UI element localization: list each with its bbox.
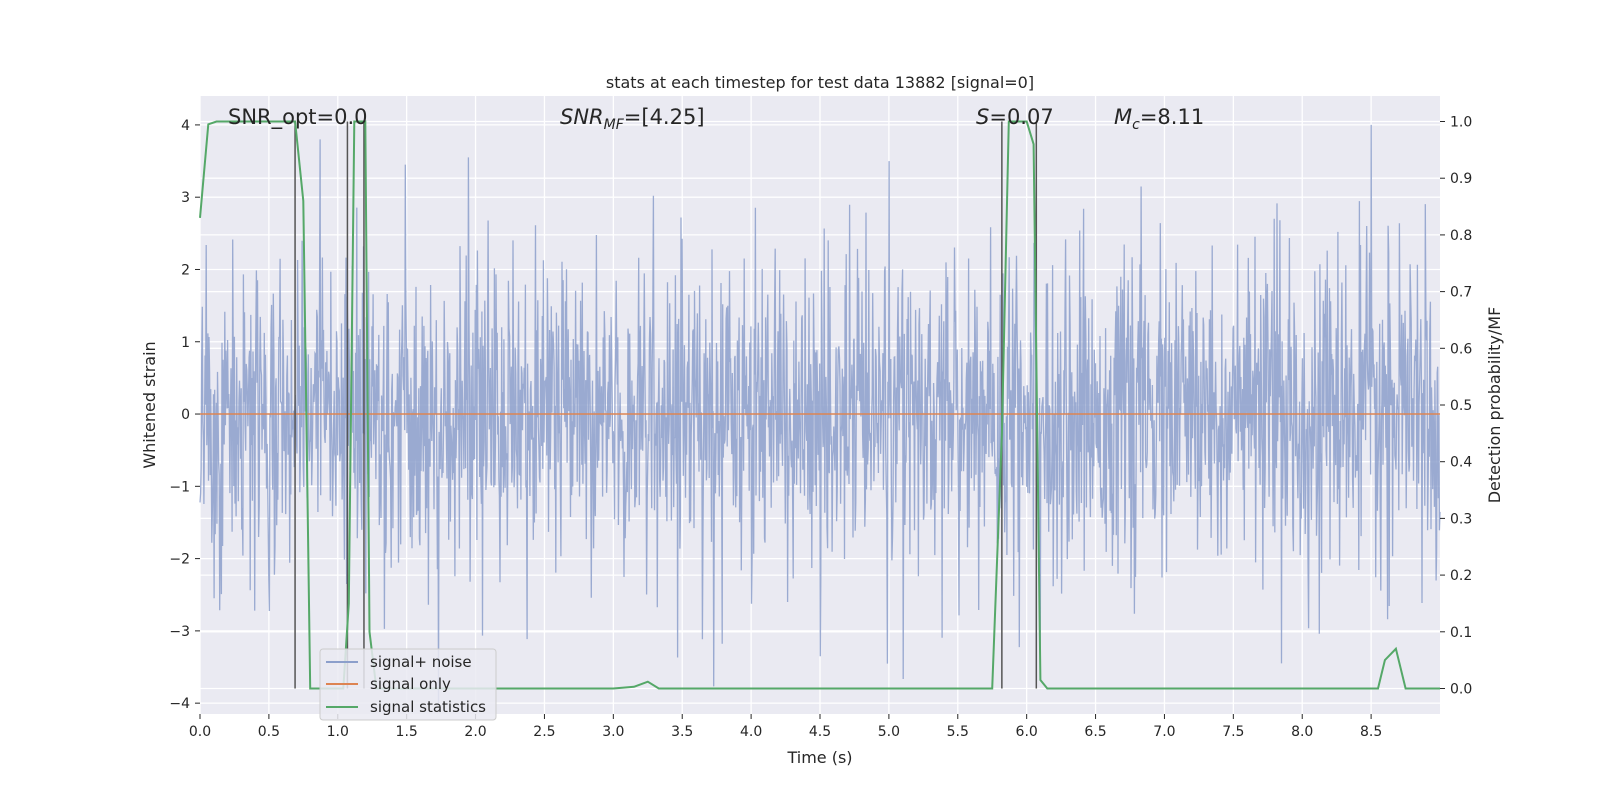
y2-tick-label: 0.4 [1450,455,1472,471]
annotation-snr-mf-sub: MF [604,117,625,133]
x-tick-label: 6.0 [1016,724,1038,740]
y2-tick-label: 0.8 [1450,228,1472,244]
x-axis-ticks: 0.0 0.5 1.0 1.5 2.0 2.5 3.0 3.5 4.0 4.5 5.0 5.5 6.0 6… [189,714,1382,740]
x-tick-label: 1.0 [327,724,349,740]
x-tick-label: 0.5 [258,724,280,740]
annotation-mc-prefix: M [1114,105,1132,129]
annotation-mc-suffix: =8.11 [1140,105,1204,129]
y-tick-label: −2 [169,552,190,568]
legend-box [319,648,497,721]
x-tick-label: 4.5 [809,724,831,740]
annotation-snr-mf: SNRMF=[4.25] [560,105,705,133]
y-tick-label: 1 [181,335,190,351]
y-tick-label: 0 [181,407,190,423]
y-tick-label: −3 [169,624,190,640]
y2-tick-label: 0.1 [1450,625,1472,641]
y-axis-label: Whitened strain [140,341,159,468]
annotation-snr-mf-suffix: =[4.25] [624,105,705,129]
y2-tick-label: 0.6 [1450,341,1472,357]
y2-tick-label: 0.2 [1450,568,1472,584]
y2-tick-label: 0.5 [1450,398,1472,414]
y2-tick-label: 0.7 [1450,285,1472,301]
x-tick-label: 5.5 [947,724,969,740]
y2-tick-label: 0.9 [1450,171,1472,187]
y2-tick-label: 0.3 [1450,511,1472,527]
y2-tick-label: 0.0 [1450,681,1472,697]
y-tick-label: −4 [169,696,190,712]
y2-axis-ticks: 1.0 0.9 0.8 0.7 0.6 0.5 0.4 0.3 0.2 0.1 0.0 [1440,115,1472,697]
x-tick-label: 6.5 [1084,724,1106,740]
y2-tick-label: 1.0 [1450,115,1472,131]
y2-axis-label: Detection probability/MF [1485,307,1504,504]
legend-label-stats: signal statistics [370,698,486,716]
x-tick-label: 4.0 [740,724,762,740]
signal-statistics-trace [199,120,1440,690]
annotation-mc-sub: c [1132,117,1140,133]
noise-trace [199,124,1441,704]
x-axis-label: Time (s) [786,748,852,767]
annotation-snr-opt: SNR_opt=0.0 [228,105,368,130]
legend: signal+ noise signal only signal statist… [319,648,497,721]
x-tick-label: 8.5 [1360,724,1382,740]
x-tick-label: 1.5 [396,724,418,740]
noise-series-line [199,124,1441,704]
annotation-mc: Mc=8.11 [1114,105,1204,133]
x-tick-label: 8.0 [1291,724,1313,740]
y-tick-label: 2 [181,262,190,278]
y-tick-label: 4 [181,118,190,134]
x-tick-label: 2.5 [533,724,555,740]
x-tick-label: 2.0 [464,724,486,740]
y-tick-label: 3 [181,190,190,206]
annotation-snr-mf-prefix: SNR [560,105,604,129]
y-axis-ticks: 4 3 2 1 0 −1 −2 −3 −4 [169,118,200,712]
x-tick-label: 0.0 [189,724,211,740]
x-tick-label: 7.0 [1153,724,1175,740]
legend-label-signal: signal only [370,675,451,693]
annotation-s: S=0.07 [976,105,1054,129]
chart-title: stats at each timestep for test data 138… [606,73,1034,92]
x-tick-label: 7.5 [1222,724,1244,740]
annotation-s-prefix: S [976,105,989,129]
x-tick-label: 3.5 [671,724,693,740]
y-tick-label: −1 [169,479,190,495]
annotation-s-suffix: =0.07 [989,105,1053,129]
x-tick-label: 5.0 [878,724,900,740]
x-tick-label: 3.0 [602,724,624,740]
signal-statistics-series-line [199,120,1440,690]
legend-label-noise: signal+ noise [370,653,472,671]
